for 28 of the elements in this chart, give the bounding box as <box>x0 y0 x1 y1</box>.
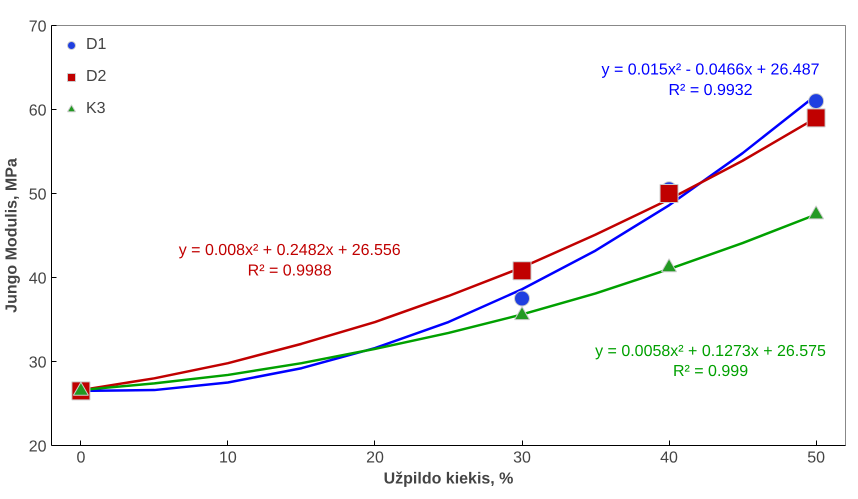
y-tick-label: 30 <box>28 354 47 372</box>
x-tick-label: 20 <box>366 450 384 466</box>
y-tick-label: 20 <box>28 438 47 456</box>
legend-label: D1 <box>86 36 106 54</box>
x-tick-label: 0 <box>76 450 86 466</box>
x-axis-title: Užpildo kiekis, % <box>384 470 514 488</box>
point <box>512 261 532 280</box>
legend-label: D2 <box>86 68 106 86</box>
x-tick-label: 10 <box>219 450 237 466</box>
y-tick-label: 50 <box>28 186 47 204</box>
y-tick-label: 40 <box>28 270 47 288</box>
point <box>806 108 826 128</box>
legend-label: K3 <box>86 100 106 118</box>
x-tick-label: 30 <box>513 450 532 466</box>
annotation: y = 0.015x² - 0.0466x + 26.487 R² = 0.9932 <box>602 61 820 99</box>
y-axis-title: Jungo Modulis, MPa <box>4 158 21 313</box>
point <box>72 382 89 396</box>
y-tick-label: 60 <box>28 102 47 120</box>
point <box>514 290 530 306</box>
point <box>808 93 824 110</box>
point <box>514 306 530 320</box>
x-tick-label: 50 <box>807 450 826 466</box>
y-tick-label: 70 <box>28 18 47 36</box>
annotation: y = 0.008x² + 0.2482x + 26.556 R² = 0.9988 <box>178 242 401 280</box>
annotation: y = 0.0058x² + 0.1273x + 26.575 R² = 0.999 <box>595 342 826 380</box>
point <box>660 184 679 203</box>
point <box>661 258 678 272</box>
x-tick-label: 40 <box>660 450 678 466</box>
